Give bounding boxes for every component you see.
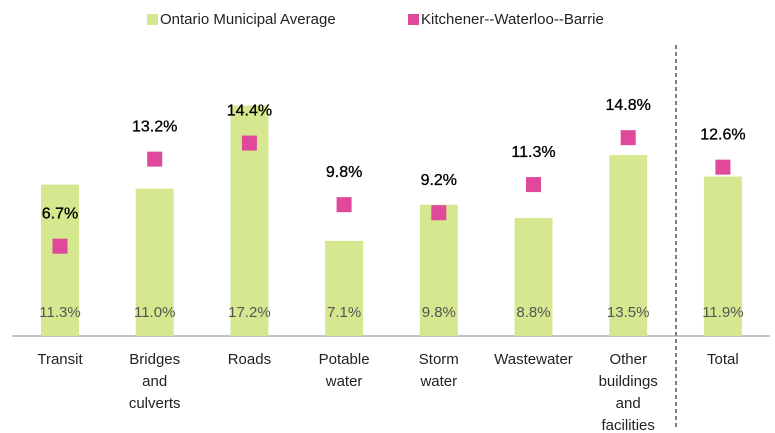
x-tick-label: Wastewater: [494, 351, 573, 368]
bar: [135, 188, 174, 336]
bar: [41, 184, 79, 336]
marker-value-label: 14.8%: [606, 97, 651, 114]
x-tick-label: Roads: [228, 351, 271, 368]
bar-value-label: 17.2%: [228, 304, 271, 321]
bar-value-label: 11.0%: [134, 304, 175, 321]
marker-value-label: 11.3%: [511, 144, 555, 161]
legend-swatch: [147, 14, 158, 25]
x-tick-label: Transit: [37, 351, 83, 368]
x-tick-label: culverts: [129, 395, 181, 412]
x-tick-label: Total: [707, 351, 739, 368]
x-tick-label: water: [419, 373, 457, 390]
x-tick-label: Potable: [319, 351, 370, 368]
marker-value-label: 13.2%: [132, 118, 177, 135]
x-tick-label: and: [616, 395, 641, 412]
bar-value-label: 13.5%: [607, 304, 650, 321]
marker: [526, 177, 541, 193]
marker: [147, 151, 163, 167]
x-tick-label: water: [325, 373, 363, 390]
bar: [514, 218, 553, 336]
marker-value-label: 12.6%: [700, 126, 745, 143]
legend-label: Kitchener--Waterloo--Barrie: [421, 11, 604, 28]
bar-value-label: 11.3%: [39, 304, 80, 321]
marker: [336, 197, 352, 213]
legend-label: Ontario Municipal Average: [160, 11, 336, 28]
bar-value-label: 7.1%: [327, 304, 361, 321]
marker: [431, 205, 447, 221]
bar-value-label: 9.8%: [422, 304, 456, 321]
bar: [609, 155, 648, 336]
x-tick-label: and: [142, 373, 167, 390]
x-tick-label: buildings: [599, 373, 658, 390]
marker-value-label: 6.7%: [42, 205, 78, 222]
marker: [715, 159, 731, 175]
bar: [419, 204, 458, 336]
marker-value-label: 14.4%: [227, 102, 272, 119]
marker-value-label: 9.2%: [421, 172, 457, 189]
x-tick-label: Storm: [419, 351, 459, 368]
legend-swatch: [408, 14, 419, 25]
marker: [241, 135, 257, 151]
x-tick-label: Bridges: [129, 351, 180, 368]
x-tick-label: facilities: [602, 417, 655, 433]
bar-value-label: 11.9%: [702, 304, 743, 321]
bar: [703, 176, 742, 336]
marker: [52, 238, 68, 254]
x-tick-label: Other: [609, 351, 647, 368]
marker: [620, 130, 636, 146]
bar-value-label: 8.8%: [516, 304, 550, 321]
marker-value-label: 9.8%: [326, 164, 362, 181]
bar: [325, 240, 364, 336]
